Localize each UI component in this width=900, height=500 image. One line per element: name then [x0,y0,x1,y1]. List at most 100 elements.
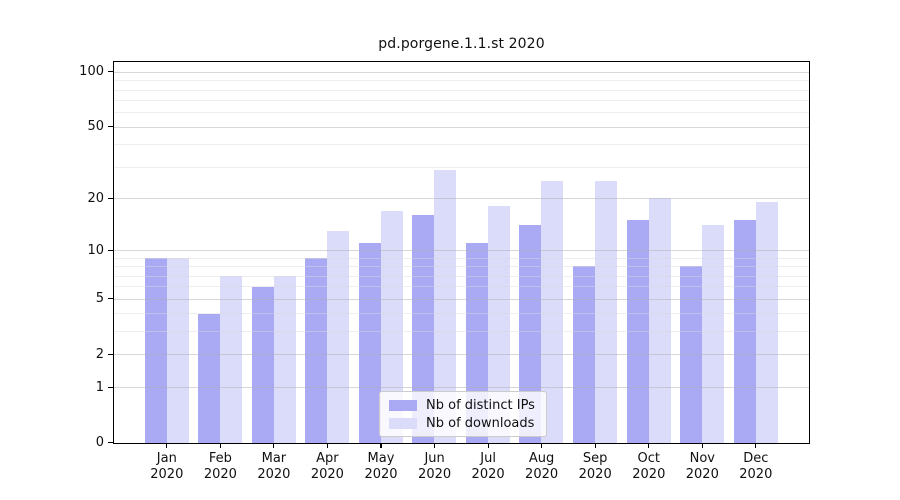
x-tick-month: Nov [689,451,715,466]
y-tick-label: 2 [95,347,104,362]
x-tick-month: Aug [528,451,555,466]
grid-line-minor [114,286,809,288]
y-tick-label: 100 [79,64,104,80]
x-tick-month: Dec [743,451,769,466]
bar-distinct-ips [305,258,328,443]
y-tick-label: 20 [87,190,104,206]
x-tick-month: Sep [582,451,608,466]
x-tick-label-apr: Apr 2020 [299,451,355,483]
x-tick-label-aug: Aug 2020 [514,451,570,483]
bar-distinct-ips [412,215,435,443]
x-tick-mark [219,442,221,448]
x-tick-mark [273,442,275,448]
x-tick-label-sep: Sep 2020 [567,451,623,483]
x-tick-mark [380,442,382,448]
x-tick-mark [648,442,650,448]
x-tick-month: May [367,451,395,466]
x-tick-label-jun: Jun 2020 [407,451,463,483]
bar-downloads [166,258,189,443]
x-tick-month: Jan [156,451,177,466]
x-tick-year: 2020 [578,467,612,482]
y-tick-mark [108,126,114,128]
x-tick-mark [326,442,328,448]
y-tick-label: 50 [87,119,104,135]
grid-line-minor [114,275,809,277]
plot-inner [114,62,809,443]
x-tick-mark [166,442,168,448]
y-tick-mark [108,71,114,73]
x-tick-mark [487,442,489,448]
x-tick-label-nov: Nov 2020 [674,451,730,483]
distinct-ips-swatch-icon [389,399,417,411]
bar-downloads [487,206,510,443]
x-tick-year: 2020 [471,467,505,482]
y-tick-mark [108,197,114,199]
chart-title: pd.porgene.1.1.st 2020 [378,36,545,52]
x-tick-mark [594,442,596,448]
grid-line-minor [114,166,809,168]
y-tick-label: 1 [95,379,104,395]
bar-downloads [755,202,778,443]
bar-distinct-ips [251,286,274,443]
bar-distinct-ips [358,243,381,443]
grid-line-minor [114,144,809,146]
grid-line-major [114,354,809,356]
y-tick-mark [108,298,114,300]
x-tick-year: 2020 [685,467,719,482]
y-tick-mark [108,353,114,356]
x-tick-label-jul: Jul 2020 [460,451,516,483]
x-tick-year: 2020 [418,467,452,482]
x-tick-month: Jun [424,451,445,466]
bar-downloads [595,181,617,443]
legend-label: Nb of downloads [426,415,535,431]
x-tick-year: 2020 [257,467,291,482]
x-tick-mark [433,442,436,448]
x-tick-year: 2020 [739,467,773,482]
grid-line-major [114,71,809,73]
bar-downloads [541,181,564,443]
x-tick-label-jan: Jan 2020 [139,451,195,483]
bar-downloads [434,169,457,443]
grid-line-minor [114,89,809,91]
y-tick-label: 10 [87,242,104,258]
x-tick-month: Oct [637,451,661,466]
x-tick-mark [755,442,757,448]
bar-distinct-ips [198,313,221,443]
downloads-swatch-icon [389,417,417,429]
x-tick-year: 2020 [203,467,237,482]
grid-line-minor [114,331,809,333]
grid-line-major [114,298,809,300]
x-tick-label-feb: Feb 2020 [192,451,248,483]
grid-line-minor [114,257,809,259]
x-tick-mark [701,442,703,448]
x-tick-month: Apr [316,451,339,466]
bar-downloads [702,225,725,443]
grid-line-major [114,386,809,388]
grid-line-major [114,197,809,199]
grid-line-major [114,126,809,128]
bar-downloads [273,275,296,443]
bar-downloads [648,198,671,443]
y-tick-mark [108,442,114,444]
x-tick-year: 2020 [364,467,398,482]
legend-item-distinct-ips: Nb of distinct IPs [389,397,537,413]
bar-downloads [220,275,243,443]
y-tick-mark [108,249,114,251]
x-tick-month: Jul [480,451,496,466]
grid-line-minor [114,112,809,114]
legend-label: Nb of distinct IPs [426,397,535,413]
y-tick-label: 5 [95,291,104,307]
legend: Nb of distinct IPs Nb of downloads [379,391,547,437]
legend-item-downloads: Nb of downloads [389,415,537,431]
grid-line-minor [114,266,809,267]
x-tick-year: 2020 [525,467,559,482]
bar-distinct-ips [144,258,167,443]
x-tick-label-oct: Oct 2020 [621,451,677,483]
x-tick-label-mar: Mar 2020 [246,451,302,483]
x-tick-label-dec: Dec 2020 [728,451,784,483]
x-tick-month: Mar [261,451,287,466]
y-tick-mark [108,386,114,388]
x-tick-mark [541,442,543,448]
grid-line-minor [114,313,809,315]
bar-distinct-ips [519,225,542,443]
